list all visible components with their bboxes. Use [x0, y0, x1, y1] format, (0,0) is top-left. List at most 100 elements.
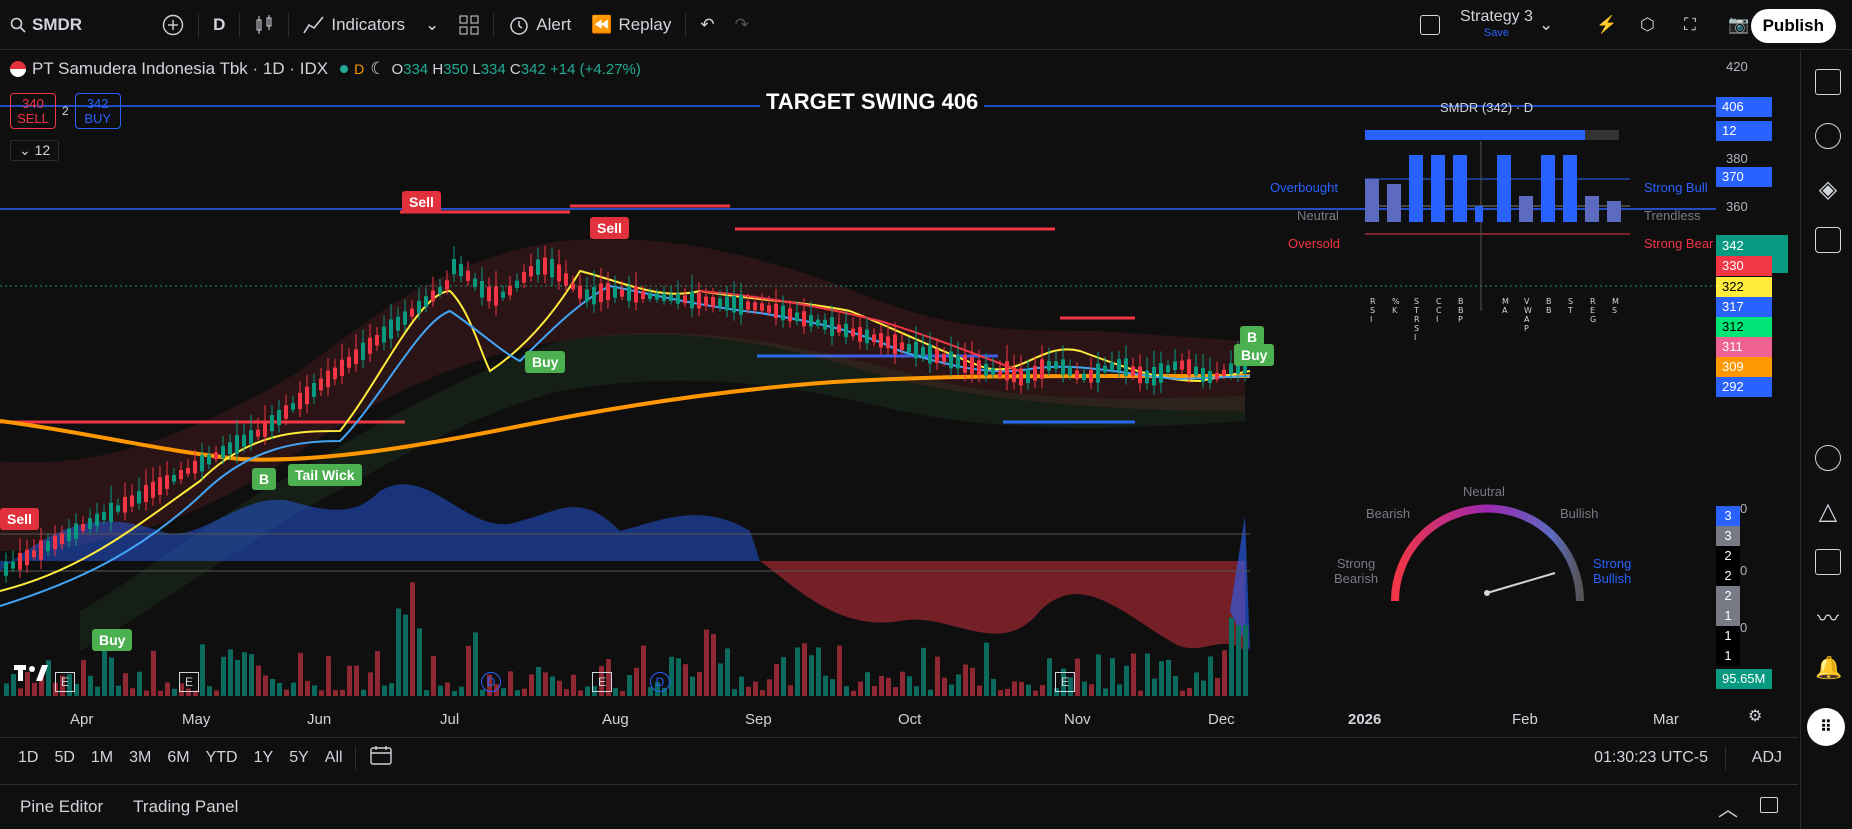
candle-body	[88, 518, 92, 529]
volume-bar	[424, 690, 429, 696]
volume-bar	[907, 676, 912, 696]
price-tag: 12	[1716, 121, 1772, 141]
bell-icon[interactable]: 🔔	[1815, 655, 1843, 680]
price-axis[interactable]: 4204003803602804061237034203:09:36330322…	[1716, 51, 1798, 689]
layers-icon[interactable]: ◈	[1818, 176, 1838, 203]
trading-panel-tab[interactable]: Trading Panel	[133, 797, 239, 816]
bar-label-char: S	[1370, 306, 1375, 315]
event-marker[interactable]: E	[1055, 672, 1075, 692]
axis-settings-button[interactable]: ⚙	[1748, 706, 1762, 726]
snapshot-button[interactable]: 📷	[1718, 7, 1759, 43]
candle-body	[368, 337, 372, 354]
sell-signal: Sell	[402, 191, 441, 213]
templates-dropdown[interactable]: ⌄	[415, 7, 449, 43]
volume-bar	[123, 673, 128, 696]
time-axis[interactable]: Apr May Jun Jul Aug Sep Oct Nov Dec 2026 Feb Mar	[0, 705, 1716, 733]
buy-button[interactable]: 342 BUY	[74, 93, 121, 129]
undo-button[interactable]: ↶	[690, 7, 724, 43]
candle-body	[214, 452, 218, 460]
collapse-indicators[interactable]: ⌄ 12	[10, 140, 60, 161]
neutral-label: Neutral	[1297, 208, 1339, 223]
candle-body	[1096, 363, 1100, 383]
apps-grid-button[interactable]: ⠿	[1807, 708, 1845, 746]
clock[interactable]: 01:30:23 UTC-5	[1594, 748, 1708, 766]
candle-body	[53, 535, 57, 550]
volume-bar	[942, 677, 947, 696]
watchlist-icon[interactable]	[1815, 69, 1841, 95]
b-signal: B	[1240, 326, 1265, 348]
maximize-panel-button[interactable]	[1760, 796, 1778, 818]
layout-grid-button[interactable]	[449, 7, 489, 43]
candle-body	[11, 561, 15, 569]
volume-bar	[501, 688, 506, 696]
pine-editor-tab[interactable]: Pine Editor	[20, 797, 104, 816]
time-tick: Nov	[1064, 711, 1091, 728]
timeframe-1y[interactable]: 1Y	[253, 748, 274, 766]
timeframe-5y[interactable]: 5Y	[289, 748, 309, 766]
compare-button[interactable]	[152, 7, 194, 43]
fullscreen-button[interactable]: ⛶	[1674, 7, 1706, 43]
adjust-toggle[interactable]: ADJ	[1751, 748, 1782, 766]
layout-select-button[interactable]: Strategy 3 Save ⌄	[1410, 7, 1563, 43]
timeframe-1m[interactable]: 1M	[90, 748, 114, 766]
target-icon[interactable]	[1815, 445, 1841, 471]
candle-body	[172, 475, 176, 482]
indicators-button[interactable]: Indicators	[293, 7, 415, 43]
symbol-search[interactable]: SMDR	[0, 7, 92, 43]
publish-button[interactable]: Publish	[1750, 9, 1836, 43]
redo-button[interactable]: ↷	[725, 7, 759, 43]
event-marker[interactable]: E	[55, 672, 75, 692]
zap-search-icon: ⚡	[1596, 14, 1618, 34]
chart-type-button[interactable]	[244, 7, 284, 43]
ideas-icon[interactable]: △	[1818, 498, 1838, 525]
gauge-neutral-label: Neutral	[1463, 484, 1505, 499]
quick-search-button[interactable]: ⚡	[1586, 7, 1627, 43]
candle-body	[123, 496, 127, 513]
interval-button[interactable]: D	[203, 7, 235, 43]
volume-bar	[851, 690, 856, 696]
volume-bar	[67, 674, 72, 696]
bar-label-char: R	[1370, 297, 1376, 306]
timeframe-all[interactable]: All	[324, 748, 343, 766]
event-marker[interactable]: D	[481, 672, 501, 692]
sell-button[interactable]: 340 SELL	[10, 93, 56, 129]
event-marker[interactable]: E	[179, 672, 199, 692]
ema-blue-line	[0, 284, 1251, 607]
replay-button[interactable]: ⏪ Replay	[581, 7, 681, 43]
candle-body	[816, 319, 820, 326]
volume-bar	[718, 663, 723, 696]
bar-label-char: A	[1524, 315, 1530, 324]
chat-icon[interactable]	[1815, 227, 1841, 253]
calendar-icon[interactable]	[1815, 549, 1841, 575]
bar-label-char: T	[1567, 306, 1573, 315]
candle-body	[830, 317, 834, 337]
chart-pane[interactable]: R S I% K S T R S I C C I B B P M A V W A P B B S T R E G M S PT Samud…	[0, 51, 1798, 731]
timeframe-ytd[interactable]: YTD	[205, 748, 238, 766]
timeframe-1d[interactable]: 1D	[18, 748, 39, 766]
timeframe-5d[interactable]: 5D	[54, 748, 75, 766]
layout-save: Save	[1483, 26, 1509, 39]
candle-body	[998, 370, 1002, 377]
broadcast-icon[interactable]: 〰	[1816, 606, 1839, 631]
date-range-button[interactable]	[360, 745, 402, 770]
candle-body	[977, 360, 981, 376]
volume-bar	[1026, 684, 1031, 696]
volume-bar	[81, 660, 86, 696]
bar-label-char: P	[1524, 324, 1529, 333]
event-marker[interactable]: E	[592, 672, 612, 692]
candle-body	[550, 259, 554, 278]
timeframe-6m[interactable]: 6M	[167, 748, 190, 766]
table-header-bar	[1365, 130, 1585, 140]
settings-button[interactable]: ⬡	[1630, 7, 1665, 43]
indicator-bar	[1365, 179, 1379, 222]
collapse-panel-button[interactable]: ︿	[1718, 793, 1738, 822]
volume-bar	[1180, 690, 1185, 696]
alert-button[interactable]: Alert	[498, 7, 581, 43]
event-marker[interactable]: D	[650, 672, 670, 692]
alerts-clock-icon[interactable]	[1815, 123, 1841, 149]
volume-bar	[277, 683, 282, 696]
oscillator-spike	[1230, 516, 1250, 651]
candle-body	[774, 303, 778, 319]
timeframe-3m[interactable]: 3M	[129, 748, 152, 766]
